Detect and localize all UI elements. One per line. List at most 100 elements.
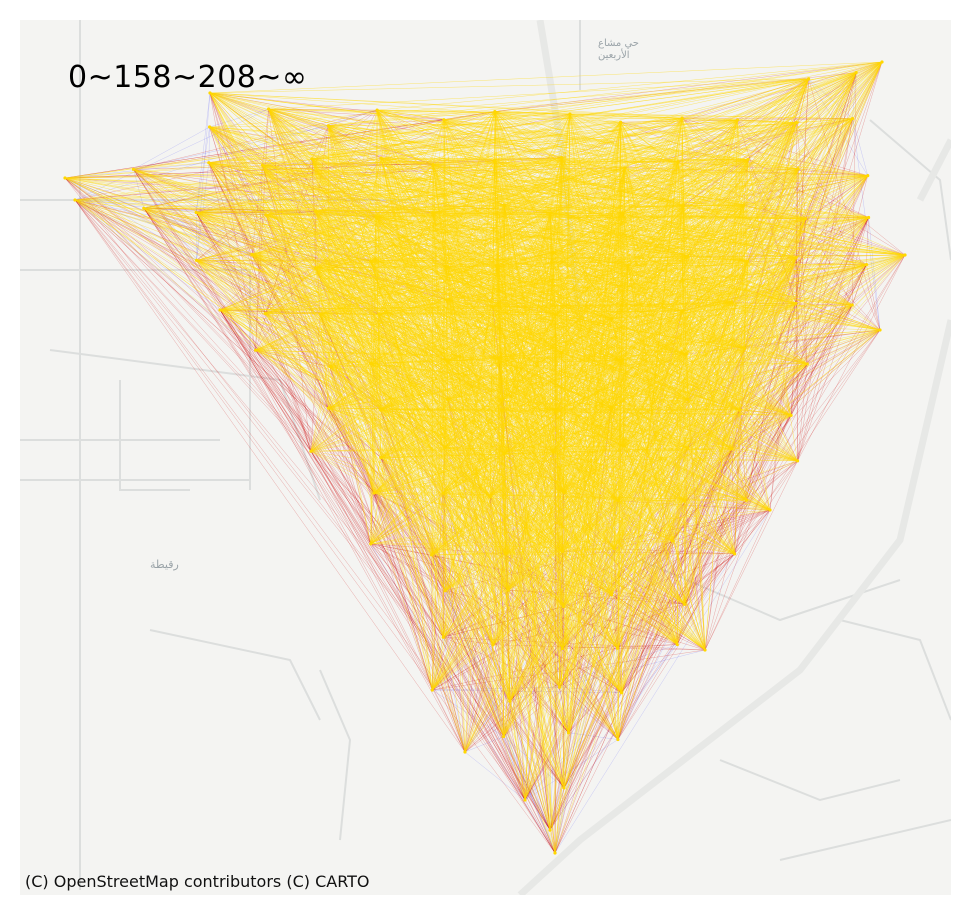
flow-edge <box>370 363 688 400</box>
flow-edge <box>621 509 771 693</box>
flow-edge <box>209 126 267 215</box>
flow-edge <box>251 217 869 255</box>
flow-edge <box>370 205 684 262</box>
flow-edge <box>622 161 679 214</box>
flow-edge <box>501 175 868 401</box>
flow-edge <box>442 493 506 555</box>
flow-edge <box>373 457 382 494</box>
flow-edge <box>447 352 562 400</box>
flow-edge <box>370 363 511 702</box>
flow-edge <box>555 352 562 411</box>
flow-node <box>253 348 258 352</box>
flow-edge <box>563 606 706 651</box>
flow-edge <box>618 500 686 605</box>
flow-edge <box>445 360 622 591</box>
flow-edge <box>549 553 735 831</box>
flow-edge <box>196 260 628 266</box>
flow-edge <box>563 448 732 493</box>
flow-edge <box>442 637 551 831</box>
flow-edge <box>444 446 554 453</box>
flow-edge <box>196 260 619 740</box>
flow-edge <box>370 399 449 544</box>
flow-edge <box>251 205 684 255</box>
flow-edge <box>444 399 502 448</box>
flow-edge <box>373 446 445 494</box>
flow-edge <box>251 204 505 255</box>
flow-edge <box>265 252 554 314</box>
flow-edge <box>74 199 494 645</box>
flow-edge <box>496 265 687 355</box>
flow-edge <box>315 211 448 362</box>
flow-edge <box>328 306 493 409</box>
flow-edge <box>380 457 747 501</box>
flow-node <box>508 699 512 703</box>
flow-edge <box>611 407 792 416</box>
flow-edge <box>445 264 867 267</box>
flow-edge <box>251 254 732 303</box>
flow-node <box>488 495 492 499</box>
flow-edge <box>687 399 740 411</box>
flow-edge <box>443 448 733 638</box>
flow-edge <box>442 212 623 494</box>
flow-node <box>553 409 558 413</box>
flow-edge <box>255 314 380 351</box>
flow-edge <box>503 204 505 737</box>
flow-node <box>313 266 318 270</box>
flow-node <box>444 264 448 269</box>
flow-edge <box>492 306 687 355</box>
flow-node <box>377 312 381 316</box>
flow-edge <box>444 445 624 448</box>
flow-edge <box>445 409 740 591</box>
flow-edge <box>380 445 624 458</box>
flow-node <box>73 198 77 202</box>
flow-edge <box>677 78 809 162</box>
flow-edge <box>797 254 906 462</box>
flow-edge <box>623 354 687 447</box>
flow-edge <box>431 553 735 556</box>
flow-edge <box>555 363 808 411</box>
flow-edge <box>219 309 371 544</box>
flow-edge <box>687 256 748 262</box>
flow-edge <box>563 363 808 493</box>
flow-edge <box>328 354 687 409</box>
flow-edge <box>380 348 745 411</box>
flow-node <box>372 491 376 495</box>
flow-edge <box>196 212 554 253</box>
flow-edge <box>555 314 612 319</box>
flow-edge <box>380 164 434 410</box>
flow-edge <box>489 352 562 497</box>
flow-edge <box>446 299 556 315</box>
flow-edge <box>611 265 629 319</box>
flow-edge <box>208 126 210 163</box>
flow-edge <box>432 644 494 691</box>
flow-edge <box>329 366 612 595</box>
flow-edge <box>445 453 505 591</box>
flow-node <box>744 498 749 502</box>
flow-edge <box>370 363 792 416</box>
flow-edge <box>370 260 493 307</box>
flow-edge <box>447 265 629 362</box>
flow-edge <box>797 363 808 461</box>
flow-edge <box>561 352 735 555</box>
flow-node <box>431 211 435 215</box>
flow-edge <box>444 446 505 454</box>
flow-edge <box>622 212 806 219</box>
flow-edge <box>208 162 853 306</box>
flow-edge <box>489 453 505 497</box>
flow-edge <box>504 453 506 555</box>
flow-edge <box>443 111 495 120</box>
flow-edge <box>447 399 735 555</box>
flow-node <box>142 206 146 210</box>
flow-edge <box>505 460 798 555</box>
map-canvas[interactable]: حي مشاع الأربعين رقيطة 0~158~208~∞ (C) O… <box>20 20 951 895</box>
flow-edge <box>374 448 732 494</box>
flow-edge <box>496 217 869 267</box>
flow-edge <box>380 407 612 411</box>
flow-edge <box>268 78 809 110</box>
flow-edge <box>498 314 556 359</box>
flow-node <box>619 359 623 363</box>
flow-edge <box>381 117 683 159</box>
flow-node <box>733 552 737 556</box>
flow-edge <box>503 736 526 801</box>
flow-edge <box>805 218 853 306</box>
